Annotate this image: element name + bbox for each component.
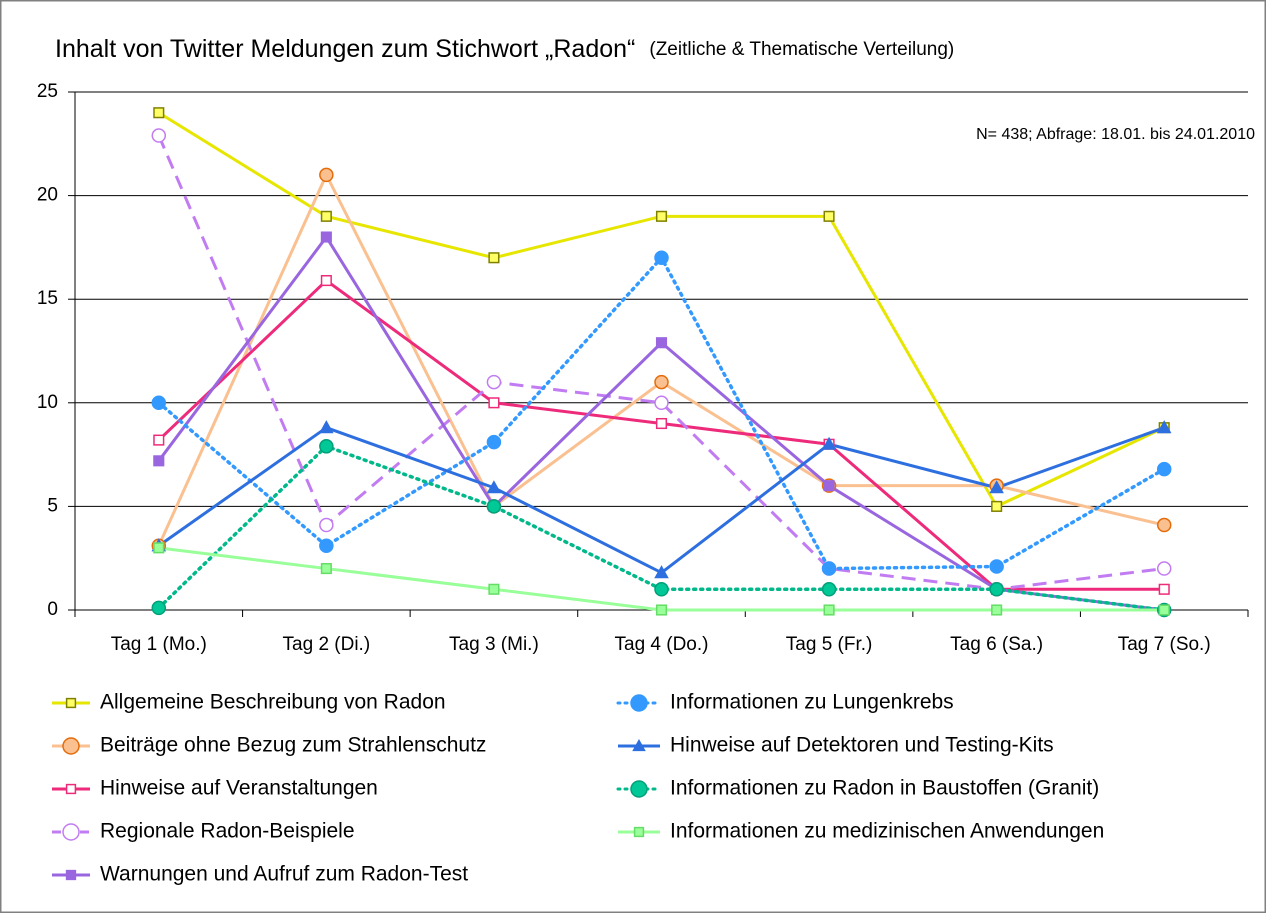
marker xyxy=(655,604,668,616)
legend-label: Hinweise auf Detektoren und Testing-Kits xyxy=(670,734,1054,757)
x-tick-label: Tag 5 (Fr.) xyxy=(786,634,873,655)
marker xyxy=(1156,561,1172,576)
marker xyxy=(319,517,334,533)
legend-label: Beiträge ohne Bezug zum Strahlenschutz xyxy=(100,734,486,757)
legend-label: Informationen zu Radon in Baustoffen (Gr… xyxy=(670,777,1099,800)
marker xyxy=(654,582,669,597)
y-tick-label: 25 xyxy=(37,81,58,102)
legend-label: Informationen zu Lungenkrebs xyxy=(670,691,954,714)
marker xyxy=(488,583,500,595)
marker xyxy=(320,563,332,575)
marker xyxy=(62,823,80,841)
annotation: N= 438; Abfrage: 18.01. bis 24.01.2010 xyxy=(976,126,1255,143)
marker xyxy=(823,604,835,616)
marker xyxy=(654,395,669,411)
marker xyxy=(632,738,646,752)
marker xyxy=(654,565,669,579)
x-tick-label: Tag 3 (Mi.) xyxy=(449,634,539,655)
legend-label: Allgemeine Beschreibung von Radon xyxy=(100,691,446,714)
x-tick-label: Tag 2 (Di.) xyxy=(283,634,371,655)
marker xyxy=(320,210,332,222)
marker xyxy=(65,783,77,795)
marker xyxy=(654,250,669,266)
marker xyxy=(655,337,668,349)
legend-label: Hinweise auf Veranstaltungen xyxy=(100,777,378,800)
marker xyxy=(319,167,334,183)
marker xyxy=(655,210,668,222)
x-tick-label: Tag 6 (Sa.) xyxy=(950,634,1043,655)
y-tick-label: 15 xyxy=(37,288,58,309)
marker xyxy=(320,275,332,287)
marker xyxy=(151,128,167,143)
marker xyxy=(65,869,77,881)
marker xyxy=(1156,461,1172,477)
legend-label: Warnungen und Aufruf zum Radon-Test xyxy=(100,863,468,886)
marker xyxy=(821,436,837,450)
marker xyxy=(153,542,165,554)
marker xyxy=(486,499,502,514)
y-tick-label: 0 xyxy=(47,599,58,620)
marker xyxy=(65,697,77,709)
marker xyxy=(633,826,645,838)
marker xyxy=(1156,517,1172,533)
y-tick-label: 10 xyxy=(37,392,58,413)
x-tick-label: Tag 4 (Do.) xyxy=(615,634,709,655)
marker xyxy=(630,694,648,712)
marker xyxy=(488,397,500,409)
marker xyxy=(151,395,167,411)
marker xyxy=(151,600,167,616)
marker xyxy=(630,780,648,798)
marker xyxy=(319,538,334,554)
subtitle: (Zeitliche & Thematische Verteilung) xyxy=(649,39,954,60)
y-tick-label: 20 xyxy=(37,185,58,206)
marker xyxy=(1158,604,1170,616)
marker xyxy=(654,374,669,390)
marker xyxy=(991,500,1003,512)
marker xyxy=(486,374,502,390)
marker xyxy=(821,582,837,597)
marker xyxy=(991,604,1003,616)
x-tick-label: Tag 7 (So.) xyxy=(1118,634,1211,655)
marker xyxy=(320,231,332,243)
marker xyxy=(1156,420,1172,434)
marker xyxy=(823,210,835,222)
marker xyxy=(823,480,835,492)
x-tick-label: Tag 1 (Mo.) xyxy=(111,634,207,655)
marker xyxy=(153,107,165,119)
y-tick-label: 5 xyxy=(47,495,58,516)
marker xyxy=(62,737,80,755)
marker xyxy=(486,480,502,494)
marker xyxy=(488,252,500,264)
marker xyxy=(821,561,837,576)
chart-title: Inhalt von Twitter Meldungen zum Stichwo… xyxy=(55,35,954,63)
marker xyxy=(319,439,334,454)
marker xyxy=(319,420,334,434)
marker xyxy=(153,434,165,446)
marker xyxy=(989,480,1004,494)
marker xyxy=(486,434,502,450)
marker xyxy=(655,417,668,430)
title: Inhalt von Twitter Meldungen zum Stichwo… xyxy=(55,35,635,63)
marker xyxy=(989,582,1004,597)
legend-label: Regionale Radon-Beispiele xyxy=(100,820,355,843)
marker xyxy=(989,559,1004,574)
marker xyxy=(153,455,165,467)
legend-label: Informationen zu medizinischen Anwendung… xyxy=(670,820,1104,843)
marker xyxy=(1158,583,1170,595)
